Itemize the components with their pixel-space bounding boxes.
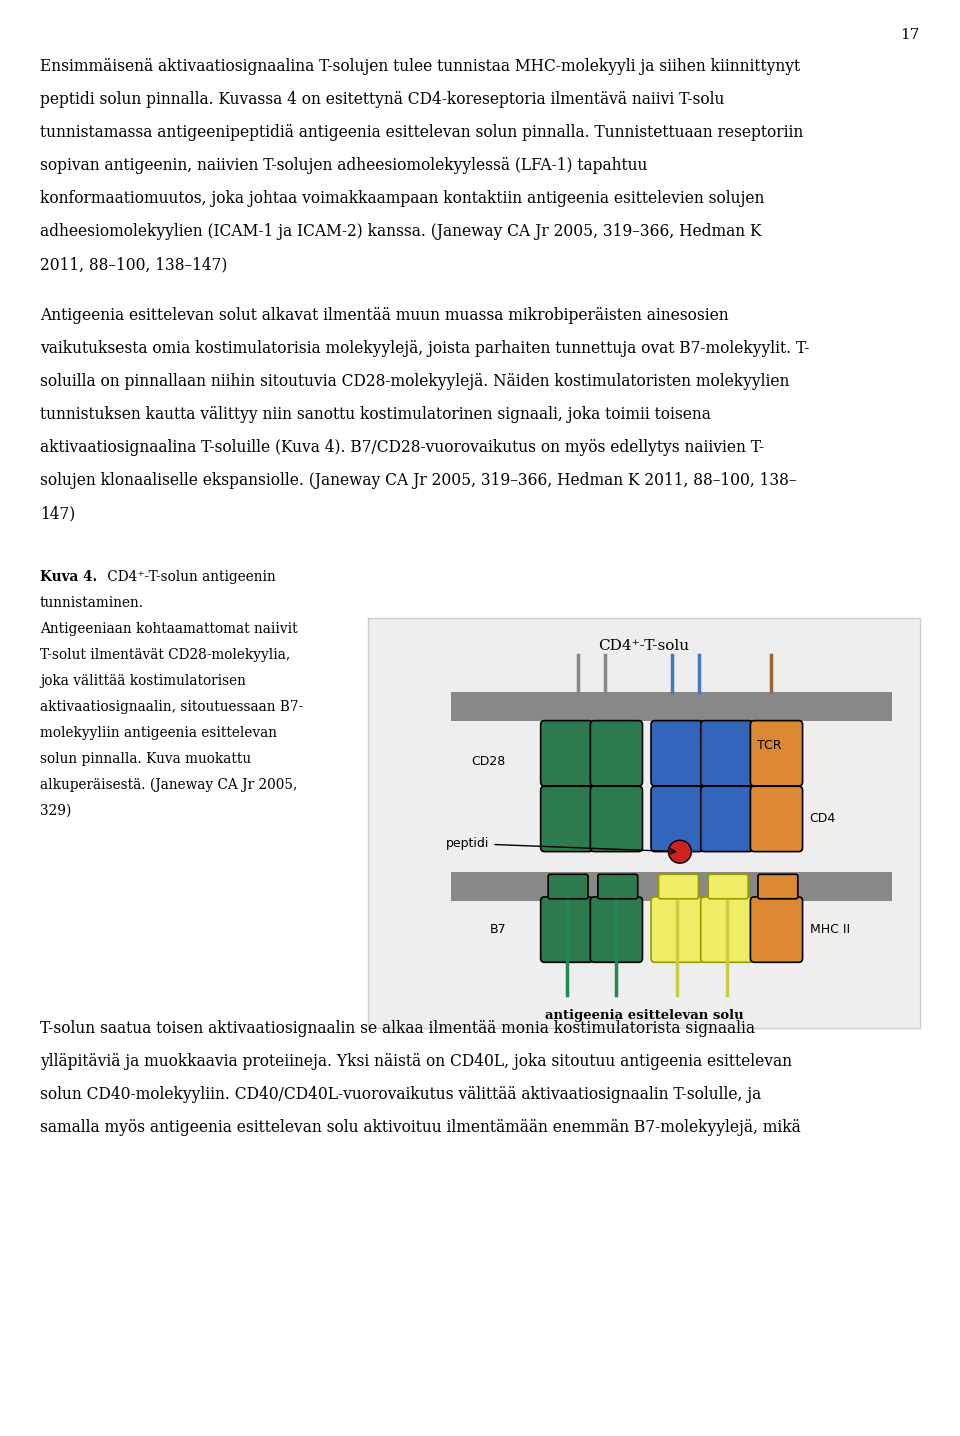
FancyBboxPatch shape: [659, 875, 699, 899]
Text: MHC II: MHC II: [809, 923, 850, 936]
FancyBboxPatch shape: [540, 721, 592, 785]
Circle shape: [668, 840, 691, 863]
FancyBboxPatch shape: [651, 721, 703, 785]
Text: peptidi: peptidi: [446, 837, 676, 854]
Text: TCR: TCR: [757, 738, 781, 751]
Text: alkuperäisestä. (Janeway CA Jr 2005,: alkuperäisestä. (Janeway CA Jr 2005,: [40, 778, 298, 793]
Text: Antigeenia esittelevan solut alkavat ilmentää muun muassa mikrobiperäisten aines: Antigeenia esittelevan solut alkavat ilm…: [40, 307, 729, 325]
Text: joka välittää kostimulatorisen: joka välittää kostimulatorisen: [40, 673, 246, 688]
Bar: [451, 692, 893, 721]
Text: CD4⁺-T-solun antigeenin: CD4⁺-T-solun antigeenin: [103, 570, 276, 584]
FancyBboxPatch shape: [758, 875, 798, 899]
Text: Ensimmäisenä aktivaatiosignaalina T-solujen tulee tunnistaa MHC-molekyyli ja sii: Ensimmäisenä aktivaatiosignaalina T-solu…: [40, 57, 800, 75]
FancyBboxPatch shape: [651, 785, 703, 852]
FancyBboxPatch shape: [598, 875, 637, 899]
Text: konformaatiomuutos, joka johtaa voimakkaampaan kontaktiin antigeenia esittelevie: konformaatiomuutos, joka johtaa voimakka…: [40, 190, 764, 207]
Text: CD28: CD28: [471, 755, 506, 768]
Text: peptidi solun pinnalla. Kuvassa 4 on esitettynä CD4-koreseptoria ilmentävä naiiv: peptidi solun pinnalla. Kuvassa 4 on esi…: [40, 90, 725, 108]
Text: samalla myös antigeenia esittelevan solu aktivoituu ilmentämään enemmän B7-molek: samalla myös antigeenia esittelevan solu…: [40, 1119, 801, 1136]
FancyBboxPatch shape: [751, 785, 803, 852]
Text: antigeenia esittelevan solu: antigeenia esittelevan solu: [544, 1010, 743, 1022]
FancyBboxPatch shape: [651, 898, 703, 962]
Text: B7: B7: [490, 923, 506, 936]
FancyBboxPatch shape: [590, 785, 642, 852]
Text: ylläpitäviä ja muokkaavia proteiineja. Yksi näistä on CD40L, joka sitoutuu antig: ylläpitäviä ja muokkaavia proteiineja. Y…: [40, 1053, 792, 1070]
FancyBboxPatch shape: [751, 898, 803, 962]
FancyBboxPatch shape: [701, 721, 753, 785]
Text: T-solun saatua toisen aktivaatiosignaalin se alkaa ilmentää monia kostimulatoris: T-solun saatua toisen aktivaatiosignaali…: [40, 1020, 755, 1037]
Text: tunnistamassa antigeenipeptidiä antigeenia esittelevan solun pinnalla. Tunnistet: tunnistamassa antigeenipeptidiä antigeen…: [40, 123, 804, 141]
FancyBboxPatch shape: [548, 875, 588, 899]
Text: solun pinnalla. Kuva muokattu: solun pinnalla. Kuva muokattu: [40, 752, 252, 765]
Text: Kuva 4.: Kuva 4.: [40, 570, 97, 584]
FancyBboxPatch shape: [540, 785, 592, 852]
Text: vaikutuksesta omia kostimulatorisia molekyylejä, joista parhaiten tunnettuja ova: vaikutuksesta omia kostimulatorisia mole…: [40, 340, 809, 358]
FancyBboxPatch shape: [590, 721, 642, 785]
Text: CD4⁺-T-solu: CD4⁺-T-solu: [598, 639, 689, 652]
FancyBboxPatch shape: [701, 785, 753, 852]
Text: T-solut ilmentävät CD28-molekyylia,: T-solut ilmentävät CD28-molekyylia,: [40, 648, 290, 662]
Text: 329): 329): [40, 804, 71, 819]
Text: aktivaatiosignaalin, sitoutuessaan B7-: aktivaatiosignaalin, sitoutuessaan B7-: [40, 699, 303, 714]
Text: tunnistuksen kautta välittyy niin sanottu kostimulatorinen signaali, joka toimii: tunnistuksen kautta välittyy niin sanott…: [40, 406, 710, 424]
Text: 2011, 88–100, 138–147): 2011, 88–100, 138–147): [40, 256, 228, 273]
Text: tunnistaminen.: tunnistaminen.: [40, 596, 144, 610]
FancyBboxPatch shape: [708, 875, 748, 899]
FancyBboxPatch shape: [701, 898, 753, 962]
Text: sopivan antigeenin, naiivien T-solujen adheesiomolekyylessä (LFA-1) tapahtuu: sopivan antigeenin, naiivien T-solujen a…: [40, 157, 647, 174]
Text: molekyyliin antigeenia esittelevan: molekyyliin antigeenia esittelevan: [40, 727, 277, 740]
FancyBboxPatch shape: [540, 898, 592, 962]
FancyBboxPatch shape: [590, 898, 642, 962]
Bar: [451, 872, 893, 900]
Text: 147): 147): [40, 505, 75, 523]
Text: soluilla on pinnallaan niihin sitoutuvia CD28-molekyylejä. Näiden kostimulatoris: soluilla on pinnallaan niihin sitoutuvia…: [40, 373, 789, 391]
Text: aktivaatiosignaalina T-soluille (Kuva 4). B7/CD28-vuorovaikutus on myös edellyty: aktivaatiosignaalina T-soluille (Kuva 4)…: [40, 439, 764, 457]
Text: CD4: CD4: [809, 813, 836, 826]
Text: solujen klonaaliselle ekspansiolle. (Janeway CA Jr 2005, 319–366, Hedman K 2011,: solujen klonaaliselle ekspansiolle. (Jan…: [40, 472, 797, 490]
Text: Antigeeniaan kohtaamattomat naiivit: Antigeeniaan kohtaamattomat naiivit: [40, 622, 298, 636]
Text: adheesiomolekyylien (ICAM-1 ja ICAM-2) kanssa. (Janeway CA Jr 2005, 319–366, Hed: adheesiomolekyylien (ICAM-1 ja ICAM-2) k…: [40, 223, 761, 240]
Text: solun CD40-molekyyliin. CD40/CD40L-vuorovaikutus välittää aktivaatiosignaalin T-: solun CD40-molekyyliin. CD40/CD40L-vuoro…: [40, 1086, 761, 1103]
Text: 17: 17: [900, 27, 920, 42]
Bar: [368, 617, 920, 1028]
FancyBboxPatch shape: [751, 721, 803, 785]
